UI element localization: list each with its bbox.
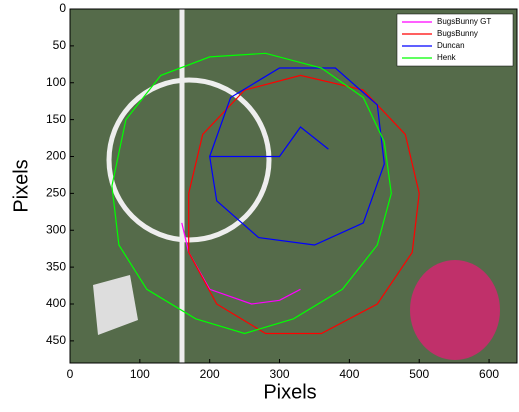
trajectory xyxy=(208,67,385,246)
y-tick-label: 350 xyxy=(46,259,66,273)
y-axis-label: Pixels xyxy=(10,159,32,212)
x-tick-label: 200 xyxy=(200,367,220,381)
axes-frame xyxy=(69,8,518,364)
y-tick-label: 250 xyxy=(46,186,66,200)
x-tick-label: 600 xyxy=(479,367,499,381)
plot-area xyxy=(111,52,420,335)
trajectory xyxy=(181,222,301,305)
trajectory xyxy=(111,52,392,335)
x-tick-label: 300 xyxy=(270,367,290,381)
y-tick-label: 100 xyxy=(46,75,66,89)
backpack xyxy=(410,260,500,360)
paper-sheet xyxy=(93,275,138,335)
y-tick-label: 0 xyxy=(59,1,66,15)
legend-label: BugsBunny GT xyxy=(437,17,491,26)
x-tick-label: 0 xyxy=(67,367,74,381)
y-tick-label: 150 xyxy=(46,112,66,126)
x-axis-label: Pixels xyxy=(263,381,316,403)
y-tick-label: 200 xyxy=(46,149,66,163)
y-tick-label: 400 xyxy=(46,296,66,310)
trajectory xyxy=(188,74,420,335)
y-tick-label: 300 xyxy=(46,222,66,236)
y-tick-label: 50 xyxy=(53,38,67,52)
legend-label: Duncan xyxy=(437,41,465,50)
y-tick-label: 450 xyxy=(46,333,66,347)
x-tick-label: 400 xyxy=(339,367,359,381)
legend-label: Henk xyxy=(437,53,457,62)
legend xyxy=(396,13,514,67)
x-tick-label: 100 xyxy=(130,367,150,381)
legend-label: BugsBunny xyxy=(437,29,478,38)
x-tick-label: 500 xyxy=(409,367,429,381)
